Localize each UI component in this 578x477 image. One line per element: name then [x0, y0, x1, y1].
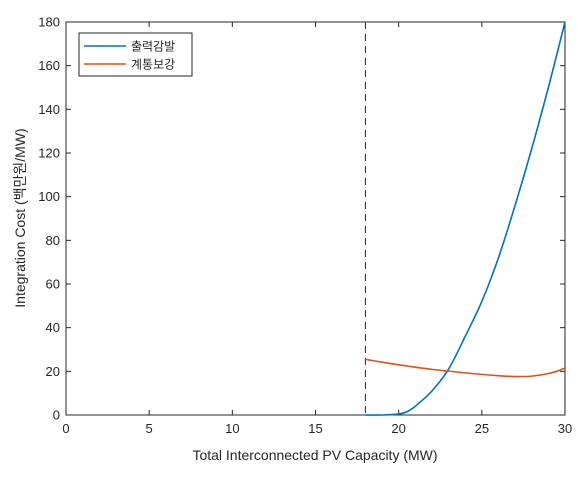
- x-tick-label: 10: [225, 421, 239, 436]
- x-tick-label: 30: [558, 421, 572, 436]
- y-tick-label: 40: [46, 320, 60, 335]
- y-axis-label: Integration Cost (백만원/MW): [12, 128, 28, 307]
- y-tick-label: 0: [53, 408, 60, 423]
- x-tick-label: 20: [391, 421, 405, 436]
- y-tick-label: 100: [38, 189, 60, 204]
- y-tick-label: 140: [38, 102, 60, 117]
- plot-area-box: [65, 21, 566, 416]
- y-tick-label: 20: [46, 364, 60, 379]
- x-axis-label: Total Interconnected PV Capacity (MW): [192, 447, 437, 463]
- x-tick-label: 0: [62, 421, 69, 436]
- y-tick-label: 60: [46, 277, 60, 292]
- series-layer: [365, 21, 566, 416]
- y-tick-label: 120: [38, 146, 60, 161]
- legend-box: [78, 32, 193, 77]
- x-tick-label: 15: [308, 421, 322, 436]
- labels-layer: Total Interconnected PV Capacity (MW) In…: [12, 128, 438, 463]
- axes-layer: 0 5 10 15 20 25 30 0 20 40 60 80 100 120 140 160 180: [38, 15, 572, 437]
- y-tick-label: 160: [38, 58, 60, 73]
- legend-label-1: 출력감발: [131, 40, 175, 54]
- legend-label-2: 계통보강: [131, 58, 175, 72]
- series-line-2: [365, 358, 566, 378]
- y-tick-label: 180: [38, 15, 60, 30]
- series-line-1: [365, 21, 566, 416]
- y-tick-label: 80: [46, 233, 60, 248]
- x-tick-label: 5: [146, 421, 153, 436]
- x-tick-label: 25: [475, 421, 489, 436]
